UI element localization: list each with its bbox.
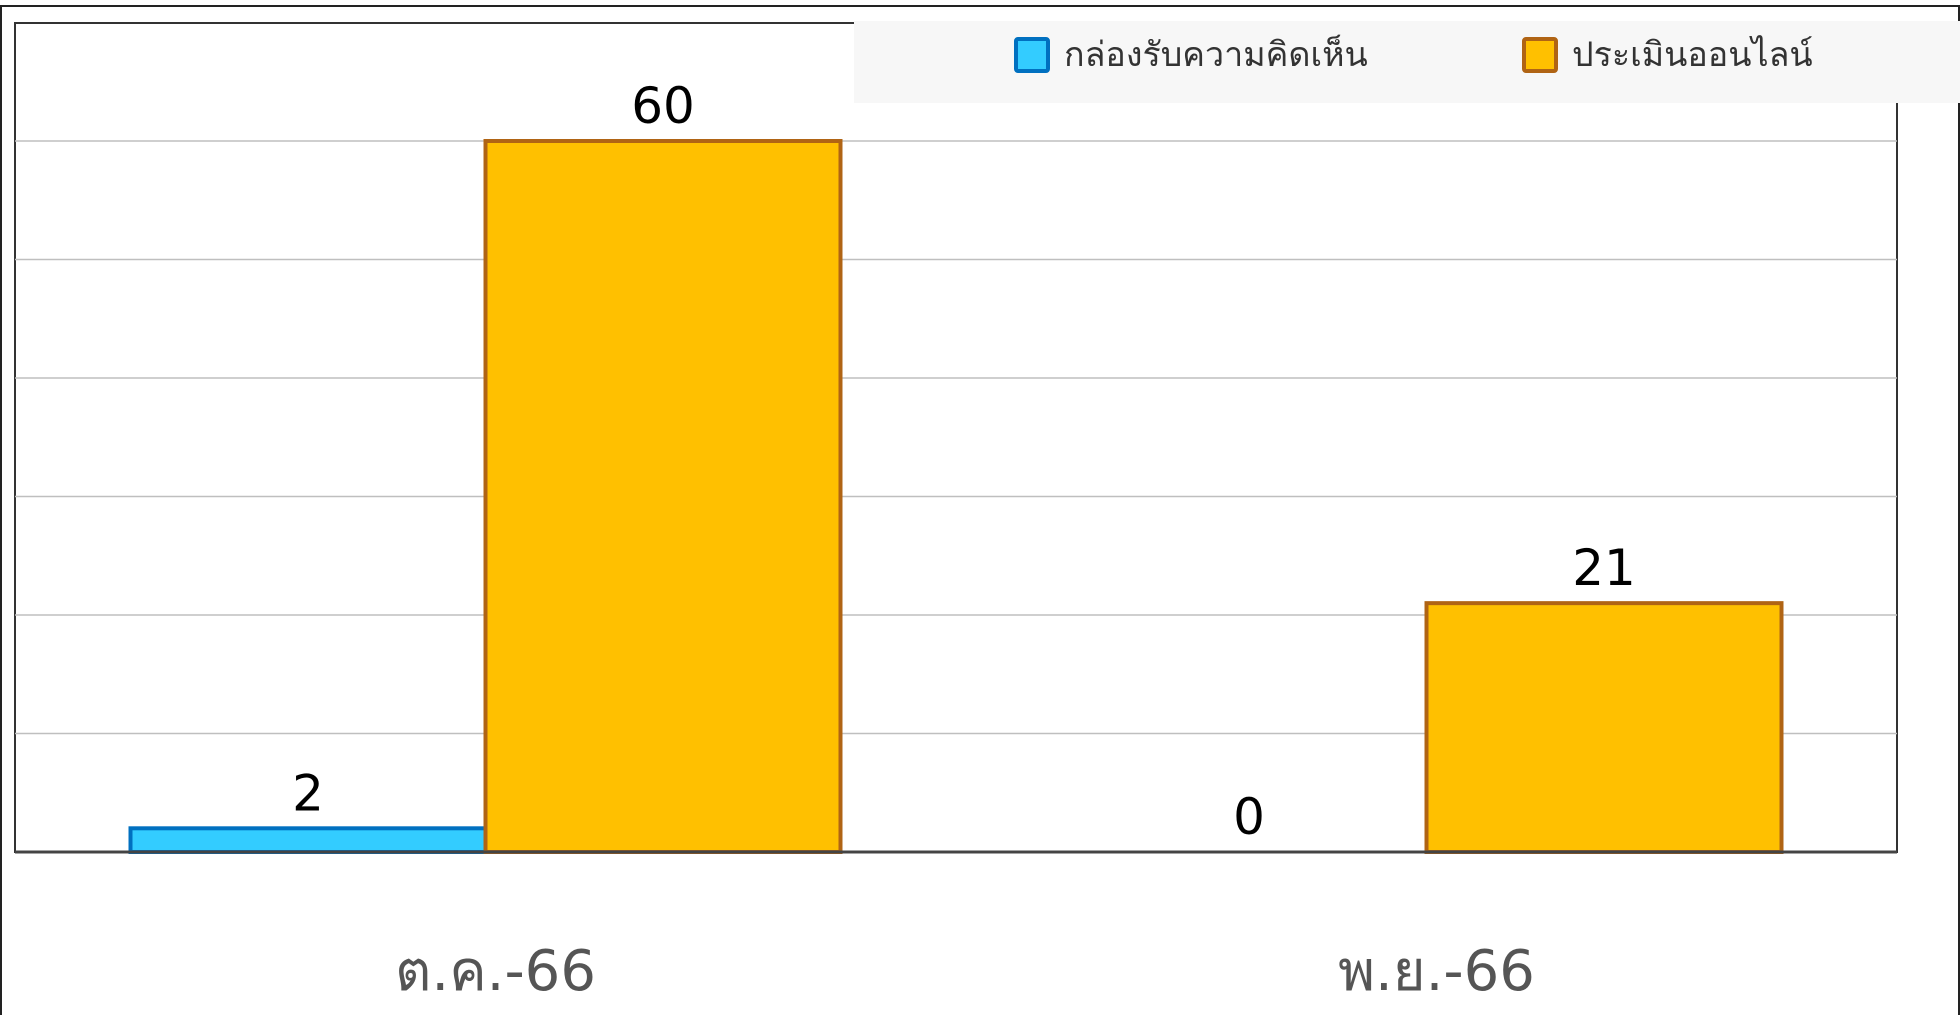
legend: กล่องรับความคิดเห็น ประเมินออนไลน์ xyxy=(1014,34,1813,75)
bar-2-1 xyxy=(483,139,843,854)
x-tick-label-1: ต.ค.-66 xyxy=(395,939,596,1004)
data-labels: 2 60 0 21 xyxy=(292,77,1636,846)
legend-swatch-2 xyxy=(1522,37,1558,73)
legend-label-2: ประเมินออนไลน์ xyxy=(1572,35,1813,75)
gridlines xyxy=(15,140,1897,735)
x-axis-labels: ต.ค.-66 พ.ย.-66 xyxy=(395,939,1535,1004)
legend-swatch-1 xyxy=(1014,37,1050,73)
data-label-1-2: 0 xyxy=(1233,788,1265,846)
bars xyxy=(128,139,1784,855)
legend-label-1: กล่องรับความคิดเห็น xyxy=(1064,34,1368,75)
bar-1-1 xyxy=(128,826,488,854)
x-tick-label-2: พ.ย.-66 xyxy=(1338,939,1535,1004)
data-label-1-1: 2 xyxy=(292,764,324,822)
data-label-2-1: 60 xyxy=(631,77,695,135)
bar-2-2 xyxy=(1424,601,1784,855)
data-label-2-2: 21 xyxy=(1572,539,1636,597)
